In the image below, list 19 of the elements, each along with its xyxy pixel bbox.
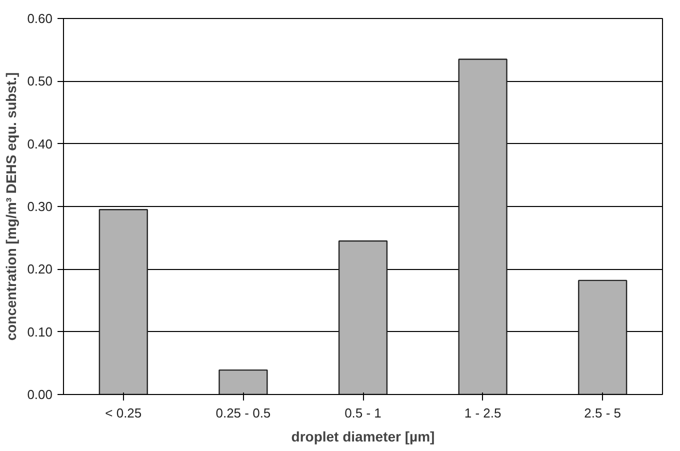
x-tick-label: 0.25 - 0.5	[216, 406, 271, 420]
y-tick-label: 0.30	[27, 199, 53, 214]
y-axis-title: concentration [mg/m³ DEHS equ. subst.]	[3, 72, 20, 341]
y-tick-label: 0.10	[27, 324, 53, 340]
x-axis-title: droplet diameter [µm]	[291, 428, 435, 444]
bar	[578, 280, 628, 394]
bar	[338, 240, 388, 394]
y-tick-label: 0.40	[27, 136, 53, 152]
bar	[218, 369, 268, 394]
y-tick-label: 0.00	[27, 387, 53, 402]
y-tick-label: 0.20	[27, 262, 53, 277]
bar	[98, 209, 148, 394]
bar	[458, 58, 508, 394]
y-tick-label: 0.50	[27, 74, 53, 89]
x-tick-label: 2.5 - 5	[584, 406, 622, 420]
x-tick-label: < 0.25	[105, 406, 142, 420]
x-tick-label: 1 - 2.5	[464, 406, 502, 420]
x-tick-label: 0.5 - 1	[344, 406, 382, 420]
y-tick-label: 0.60	[27, 11, 53, 26]
